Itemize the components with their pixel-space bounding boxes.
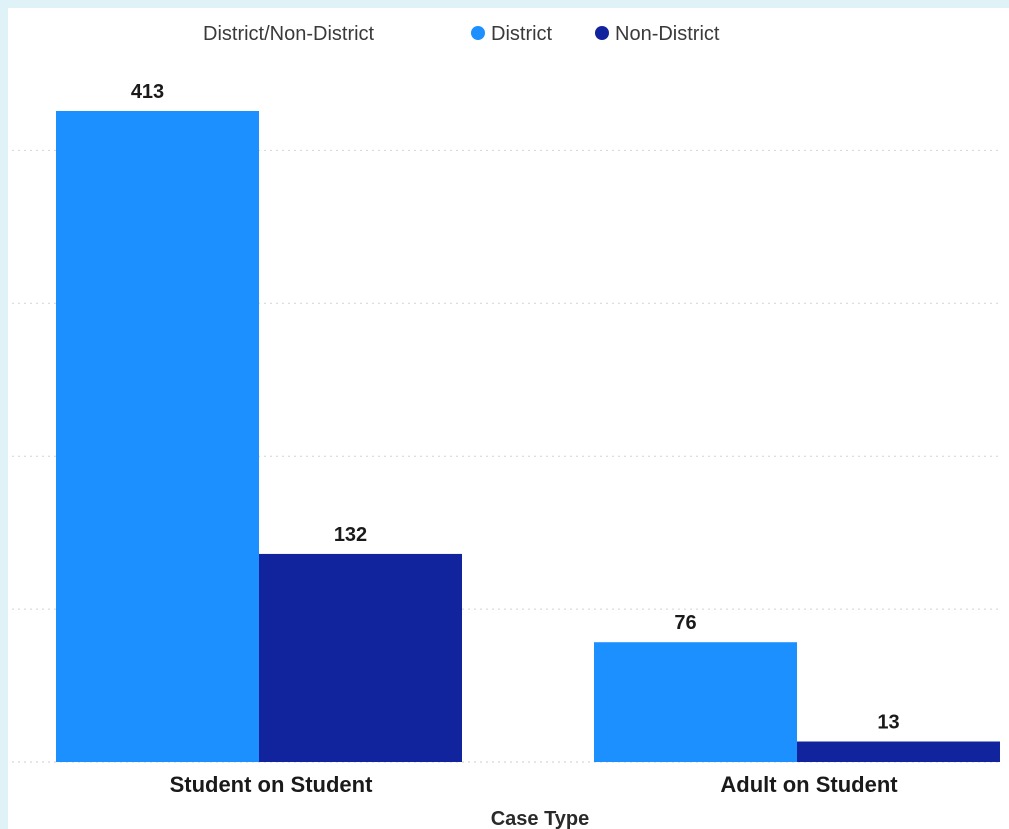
data-label: 76 bbox=[674, 612, 696, 634]
data-label: 132 bbox=[334, 524, 367, 546]
legend-label-district: District bbox=[491, 23, 553, 45]
legend-title: District/Non-District bbox=[203, 23, 375, 45]
legend: District/Non-District District Non-Distr… bbox=[203, 23, 720, 45]
bar-district-adult-on-student[interactable] bbox=[594, 642, 797, 762]
category-label-student-on-student: Student on Student bbox=[170, 772, 374, 797]
bar-non-district-adult-on-student[interactable] bbox=[797, 741, 1000, 762]
bars bbox=[56, 111, 1000, 762]
legend-swatch-non-district bbox=[595, 26, 609, 40]
data-label: 413 bbox=[131, 81, 164, 103]
x-axis-title: Case Type bbox=[491, 808, 590, 829]
legend-swatch-district bbox=[471, 26, 485, 40]
bar-non-district-student-on-student[interactable] bbox=[259, 553, 462, 762]
data-labels: 413 132 76 13 bbox=[131, 81, 900, 734]
legend-item-district[interactable]: District bbox=[471, 23, 553, 45]
legend-item-non-district[interactable]: Non-District bbox=[595, 23, 720, 45]
bar-district-student-on-student[interactable] bbox=[56, 111, 259, 762]
legend-label-non-district: Non-District bbox=[615, 23, 720, 45]
category-label-adult-on-student: Adult on Student bbox=[720, 772, 898, 797]
data-label: 13 bbox=[877, 712, 899, 734]
x-axis: Student on Student Adult on Student Case… bbox=[170, 772, 899, 829]
